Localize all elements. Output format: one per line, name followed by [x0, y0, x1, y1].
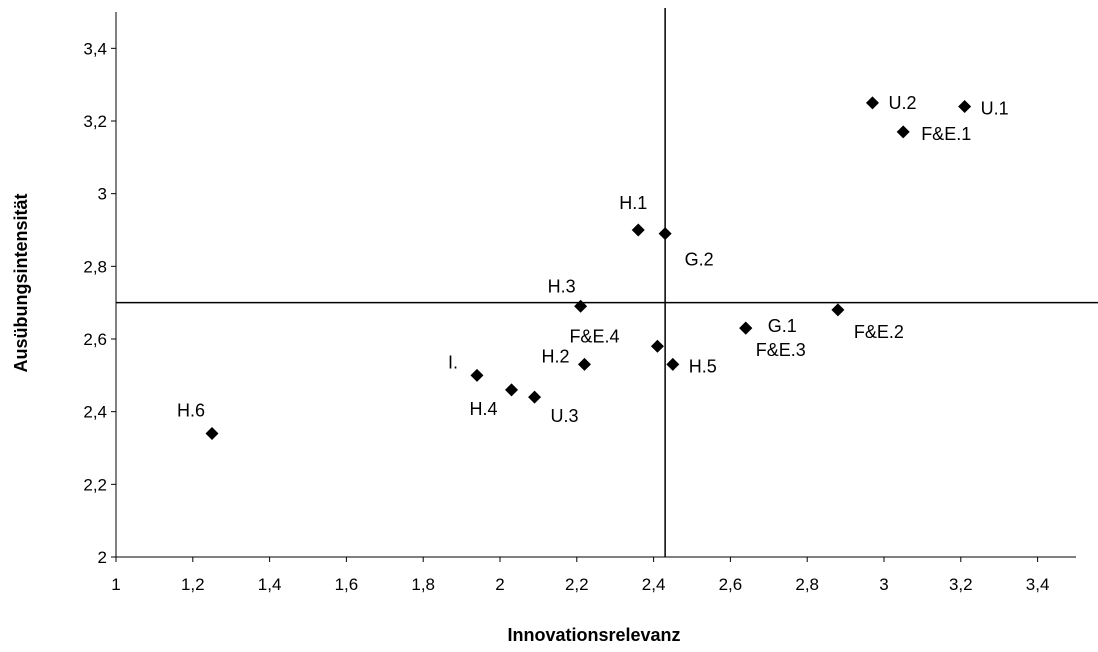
y-tick-label: 3,4 — [83, 39, 107, 58]
y-axis-title: Ausübungsintensität — [11, 193, 31, 372]
x-tick-label: 2,6 — [719, 575, 743, 594]
data-point-label: U.1 — [981, 98, 1009, 118]
data-point-label: G.1 — [768, 316, 797, 336]
data-point-marker — [958, 99, 972, 113]
data-point-label: F&E.2 — [854, 322, 904, 342]
data-point-marker — [831, 303, 845, 317]
axes: 2 2,2 2,4 2,6 2,8 3 3,2 3,4 1 1,2 1,4 1,6 1,8 2 2,2 2,4… — [83, 12, 1076, 594]
data-point-marker — [505, 383, 519, 397]
x-tick-label: 3,4 — [1026, 575, 1050, 594]
y-tick-label: 2 — [98, 548, 107, 567]
data-point-label: F&E.4 — [569, 326, 619, 346]
data-point-label: U.2 — [888, 93, 916, 113]
data-point-label: U.3 — [551, 406, 579, 426]
data-point-label: G.2 — [685, 250, 714, 270]
data-point-label: F&E.1 — [921, 124, 971, 144]
data-point-marker — [205, 426, 219, 440]
x-tick-label: 3 — [879, 575, 888, 594]
data-labels: U.2 U.1F&E.1H.1G.2H.3F&E.2G.1F&E.3F&E.4H.… — [177, 93, 1009, 426]
y-tick-label: 3 — [98, 185, 107, 204]
data-point-marker — [896, 125, 910, 139]
x-tick-label: 1 — [111, 575, 120, 594]
data-point-label: H.3 — [548, 276, 576, 296]
x-tick-label: 2,8 — [795, 575, 819, 594]
data-point-label: I. — [448, 352, 458, 372]
data-point-label: H.6 — [177, 400, 205, 420]
data-point-label: F&E.3 — [756, 340, 806, 360]
data-point-marker — [865, 96, 879, 110]
data-point-label: H.2 — [541, 346, 569, 366]
data-point-marker — [574, 299, 588, 313]
y-tick-label: 2,6 — [83, 330, 107, 349]
data-point-marker — [666, 357, 680, 371]
data-point-marker — [528, 390, 542, 404]
x-tick-label: 3,2 — [949, 575, 973, 594]
data-point-marker — [650, 339, 664, 353]
data-points — [205, 96, 972, 440]
y-tick-label: 2,4 — [83, 403, 107, 422]
y-tick-label: 3,2 — [83, 112, 107, 131]
x-tick-label: 1,8 — [411, 575, 435, 594]
x-tick-label: 1,2 — [181, 575, 205, 594]
x-axis-title: Innovationsrelevanz — [507, 625, 680, 645]
data-point-marker — [470, 368, 484, 382]
x-tick-label: 2,4 — [642, 575, 666, 594]
data-point-marker — [739, 321, 753, 335]
data-point-marker — [577, 357, 591, 371]
x-tick-label: 2 — [495, 575, 504, 594]
data-point-label: H.5 — [689, 356, 717, 376]
data-point-marker — [658, 227, 672, 241]
reference-lines — [116, 8, 1098, 557]
data-point-label: H.1 — [619, 193, 647, 213]
x-tick-label: 1,6 — [335, 575, 359, 594]
data-point-marker — [631, 223, 645, 237]
y-tick-label: 2,8 — [83, 257, 107, 276]
data-point-label: H.4 — [470, 399, 498, 419]
x-tick-label: 2,2 — [565, 575, 589, 594]
y-tick-label: 2,2 — [83, 475, 107, 494]
x-tick-label: 1,4 — [258, 575, 282, 594]
